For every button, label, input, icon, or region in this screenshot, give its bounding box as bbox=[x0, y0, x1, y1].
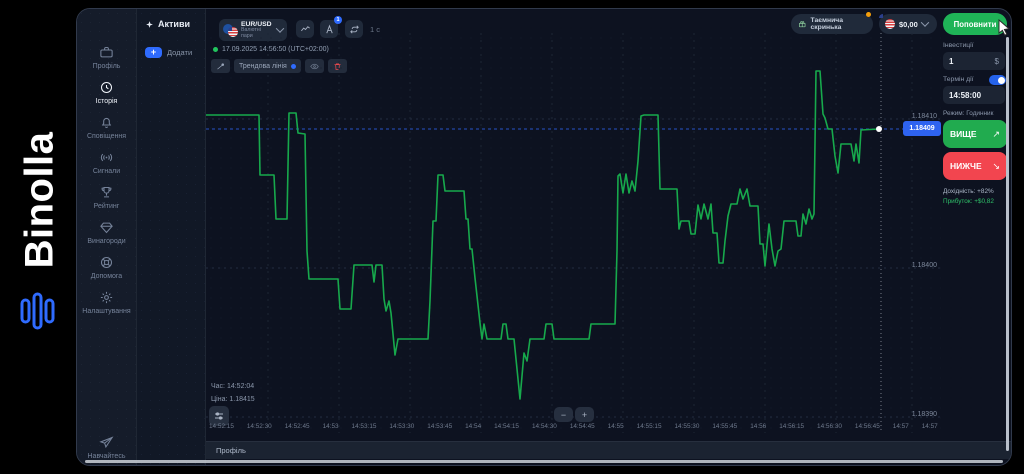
investment-input[interactable]: 1 $ bbox=[943, 52, 1005, 70]
gift-icon bbox=[799, 21, 806, 28]
current-price-badge: 1.18409 bbox=[903, 121, 941, 136]
balance-selector[interactable]: $0,00 bbox=[879, 14, 937, 34]
sidebar-item-help[interactable]: Допомога bbox=[78, 255, 136, 281]
lifebuoy-icon bbox=[100, 257, 113, 269]
crosshair-time: Час: 14:52:04 bbox=[211, 383, 255, 390]
arrow-up-right-icon: ↗ bbox=[992, 128, 1000, 139]
plus-icon: + bbox=[145, 47, 162, 58]
app-window: Профіль Історія Сповіщення Сигнали Рейти… bbox=[76, 8, 1012, 466]
signal-waves-icon bbox=[100, 153, 113, 162]
sliders-icon bbox=[215, 412, 223, 420]
expiry-toggle[interactable] bbox=[989, 75, 1006, 85]
usd-flag-icon bbox=[885, 19, 895, 29]
mouse-cursor bbox=[998, 19, 1011, 36]
last-price-dot bbox=[876, 126, 882, 132]
zoom-out-button[interactable]: − bbox=[554, 407, 573, 422]
price-line-series bbox=[206, 70, 880, 400]
chevron-down-icon bbox=[920, 18, 930, 27]
investment-label: Інвестиції bbox=[943, 42, 974, 49]
sidebar-item-rating[interactable]: Рейтинг bbox=[78, 185, 136, 211]
paper-plane-icon bbox=[99, 436, 114, 449]
drawing-count-badge: 1 bbox=[334, 16, 342, 24]
binolla-logo-icon bbox=[20, 292, 55, 330]
sidebar-item-history[interactable]: Історія bbox=[78, 80, 136, 106]
pair-flags-icon bbox=[223, 24, 238, 37]
payout-label: Дохідність: +82% bbox=[943, 188, 994, 195]
sidebar-item-signals[interactable]: Сигнали bbox=[78, 150, 136, 176]
sparkle-icon bbox=[146, 20, 153, 28]
zoom-in-button[interactable]: + bbox=[575, 407, 594, 422]
crosshair-price: Ціна: 1.18415 bbox=[211, 396, 255, 404]
notification-dot bbox=[866, 12, 871, 17]
mystery-box-button[interactable]: Таємнича скринька bbox=[791, 12, 873, 34]
diamond-icon bbox=[100, 222, 113, 234]
refresh-icon bbox=[349, 25, 359, 33]
price-axis-label: 1.18390 bbox=[911, 411, 937, 418]
bottom-tab-label: Профіль bbox=[216, 446, 246, 455]
gear-icon bbox=[100, 292, 113, 304]
bottom-tab-bar[interactable]: Профіль bbox=[206, 441, 1011, 459]
assets-header: Активи bbox=[137, 9, 205, 29]
lower-button[interactable]: НИЖЧЕ ↘ bbox=[943, 152, 1007, 180]
window-bottom-edge bbox=[85, 460, 1003, 463]
briefcase-icon bbox=[100, 46, 113, 58]
assets-panel: Активи + Додати bbox=[137, 9, 206, 465]
chart-plot bbox=[206, 33, 941, 433]
mode-label: Режим: Годинник bbox=[943, 110, 994, 117]
expiry-label: Термін дії bbox=[943, 76, 974, 83]
currency-symbol: $ bbox=[994, 56, 999, 66]
sidebar-item-rewards[interactable]: Винагороди bbox=[78, 220, 136, 246]
crosshair-info: Час: 14:52:04 Ціна: 1.18415 bbox=[211, 380, 255, 407]
line-chart-icon bbox=[300, 25, 310, 31]
text-tool-icon bbox=[325, 24, 333, 33]
chevron-down-icon bbox=[275, 24, 285, 33]
chart-settings-button[interactable] bbox=[209, 406, 229, 426]
arrow-down-right-icon: ↘ bbox=[992, 160, 1000, 171]
expiry-input[interactable]: 14:58:00 bbox=[943, 86, 1005, 104]
deposit-button[interactable]: Поповнити bbox=[943, 13, 1007, 35]
price-axis-label: 1.18400 bbox=[911, 262, 937, 269]
price-axis-label: 1.18410 bbox=[911, 113, 937, 120]
higher-button[interactable]: ВИЩЕ ↗ bbox=[943, 120, 1007, 148]
timeframe-label[interactable]: 1 с bbox=[370, 25, 381, 34]
add-asset-button[interactable]: + Додати bbox=[137, 29, 205, 58]
bell-icon bbox=[101, 117, 112, 129]
history-clock-icon bbox=[100, 82, 113, 94]
binolla-logo-text: Binolla bbox=[17, 131, 62, 269]
sidebar-item-learn[interactable]: Навчайтесь bbox=[78, 435, 136, 461]
sidebar: Профіль Історія Сповіщення Сигнали Рейти… bbox=[77, 9, 137, 465]
sidebar-item-notifications[interactable]: Сповіщення bbox=[78, 115, 136, 141]
profit-label: Прибуток: +$0,82 bbox=[943, 198, 994, 205]
trophy-icon bbox=[101, 187, 112, 198]
price-chart[interactable]: 1.18410 1.18400 1.18390 1.18409 Час: 14:… bbox=[206, 33, 941, 433]
sidebar-item-settings[interactable]: Налаштування bbox=[78, 290, 136, 316]
time-axis: 14:52:15 14:52:30 14:52:45 14:53 14:53:15 1… bbox=[209, 423, 938, 430]
sidebar-item-profile[interactable]: Профіль bbox=[78, 45, 136, 71]
scrollbar[interactable] bbox=[1006, 37, 1009, 451]
